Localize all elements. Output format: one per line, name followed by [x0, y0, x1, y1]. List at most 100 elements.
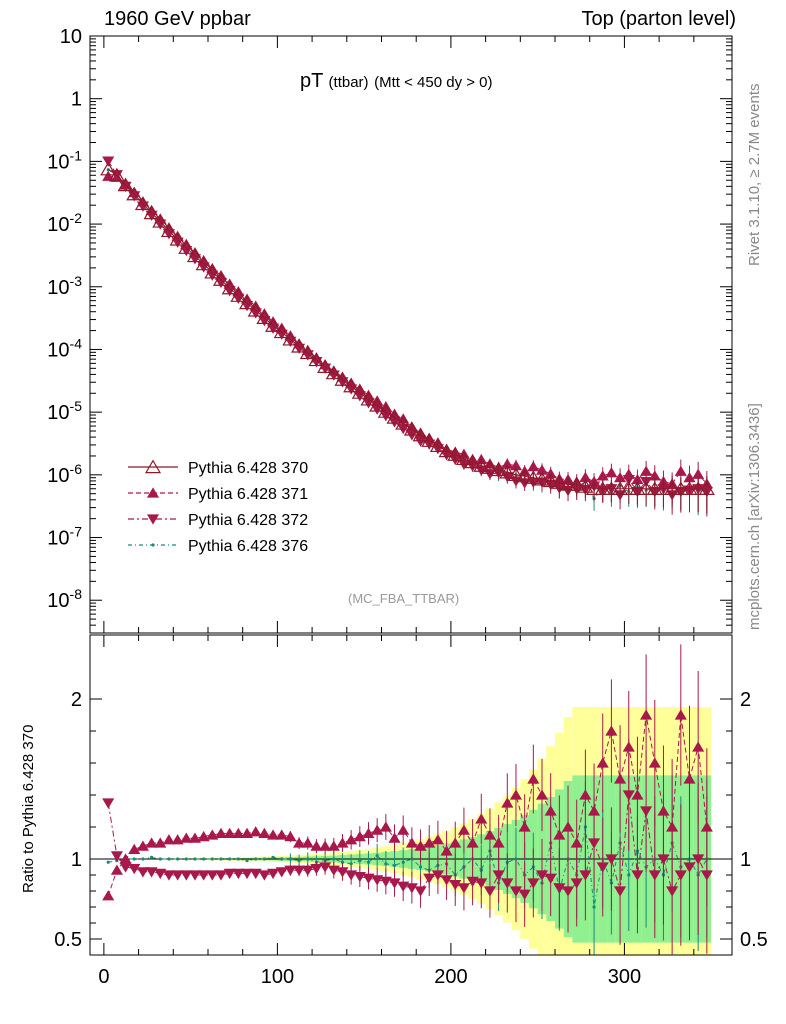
data-point	[108, 167, 125, 182]
ratio-point	[388, 832, 401, 843]
ratio-point	[240, 827, 254, 839]
data-point	[499, 464, 516, 479]
ratio-point	[518, 889, 531, 900]
data-point	[143, 205, 160, 220]
ratio-point	[514, 857, 518, 861]
ratio-y-axis-label: Ratio to Pythia 6.428 370	[20, 724, 37, 893]
ratio-point	[271, 855, 275, 860]
ratio-point	[301, 837, 314, 848]
ratio-point	[214, 870, 228, 881]
ratio-point	[535, 789, 549, 800]
ratio-point	[405, 837, 418, 848]
ratio-point	[332, 857, 336, 861]
data-point	[395, 415, 412, 430]
ratio-point	[345, 870, 358, 881]
data-point	[178, 240, 195, 254]
ratio-point	[440, 875, 453, 886]
ratio-point	[258, 827, 271, 839]
ratio-point	[683, 862, 696, 873]
ratio-point	[614, 886, 627, 897]
ratio-point	[410, 857, 414, 861]
ratio-point	[258, 870, 271, 881]
ratio-point	[648, 870, 661, 881]
data-point	[238, 295, 256, 310]
main-plot-frame	[89, 35, 733, 634]
data-point	[421, 433, 438, 447]
data-point	[525, 470, 542, 484]
data-point	[698, 481, 715, 495]
data-point	[612, 481, 629, 495]
ratio-point	[666, 821, 679, 832]
ratio-point	[423, 837, 436, 848]
ratio-point	[553, 829, 566, 840]
data-point	[412, 427, 429, 442]
title-cut: (Mtt < 450 dy > 0)	[374, 74, 493, 91]
ratio-y-tick-label-left: 1	[71, 849, 82, 871]
data-point	[640, 465, 653, 476]
ratio-point	[288, 857, 293, 861]
ratio-point	[336, 837, 349, 848]
ratio-point	[254, 857, 258, 861]
data-point	[100, 161, 117, 176]
ratio-point	[622, 741, 635, 752]
data-point	[377, 404, 394, 418]
ratio-point	[501, 878, 514, 889]
ratio-point	[206, 829, 219, 840]
data-point	[369, 397, 386, 412]
ratio-point	[301, 865, 314, 876]
ratio-point	[197, 870, 210, 881]
plot-title: pT (ttbar) (Mtt < 450 dy > 0)	[300, 70, 493, 93]
ratio-point	[167, 857, 171, 861]
title-sub: (ttbar)	[328, 74, 369, 91]
ratio-point	[102, 798, 115, 809]
ratio-point	[340, 860, 345, 864]
ratio-point	[158, 857, 162, 861]
ratio-line	[108, 826, 708, 908]
ratio-point	[431, 870, 444, 881]
ratio-point	[293, 837, 306, 848]
ratio-point	[509, 789, 523, 800]
legend-marker	[144, 459, 162, 474]
ratio-point	[579, 870, 592, 881]
ratio-point	[171, 870, 184, 881]
data-point	[117, 177, 134, 192]
ratio-point	[262, 857, 266, 861]
ratio-point	[509, 886, 523, 897]
data-point	[603, 481, 620, 495]
x-tick-label: 100	[261, 966, 294, 988]
data-point	[559, 477, 577, 491]
ratio-point	[366, 860, 371, 864]
ratio-point	[553, 883, 566, 894]
title-main: pT	[300, 70, 323, 92]
data-point	[551, 475, 568, 489]
ratio-point	[141, 857, 145, 861]
x-tick-label: 200	[434, 966, 467, 988]
data-point	[325, 365, 342, 380]
ratio-point	[180, 832, 193, 843]
data-point	[622, 468, 635, 479]
data-point	[273, 324, 290, 339]
series-line	[107, 168, 707, 490]
ratio-point	[353, 871, 366, 883]
data-point	[360, 391, 377, 406]
ratio-point	[162, 834, 175, 845]
data-point	[690, 481, 707, 495]
data-point	[594, 481, 611, 495]
ratio-point	[310, 840, 323, 851]
ratio-point	[466, 837, 479, 848]
ratio-point	[353, 830, 366, 842]
ratio-point	[293, 865, 306, 876]
ratio-point	[561, 821, 575, 832]
ratio-point	[388, 878, 401, 889]
data-point	[674, 465, 687, 476]
ratio-point	[180, 870, 193, 881]
ratio-point	[492, 837, 505, 848]
ratio-point	[136, 867, 149, 878]
ratio-point	[596, 862, 609, 873]
ratio-point	[336, 867, 349, 878]
data-point	[291, 338, 308, 353]
ratio-point	[414, 840, 427, 851]
ratio-point	[627, 873, 631, 877]
main-series-1	[102, 170, 713, 509]
data-point	[126, 186, 143, 201]
